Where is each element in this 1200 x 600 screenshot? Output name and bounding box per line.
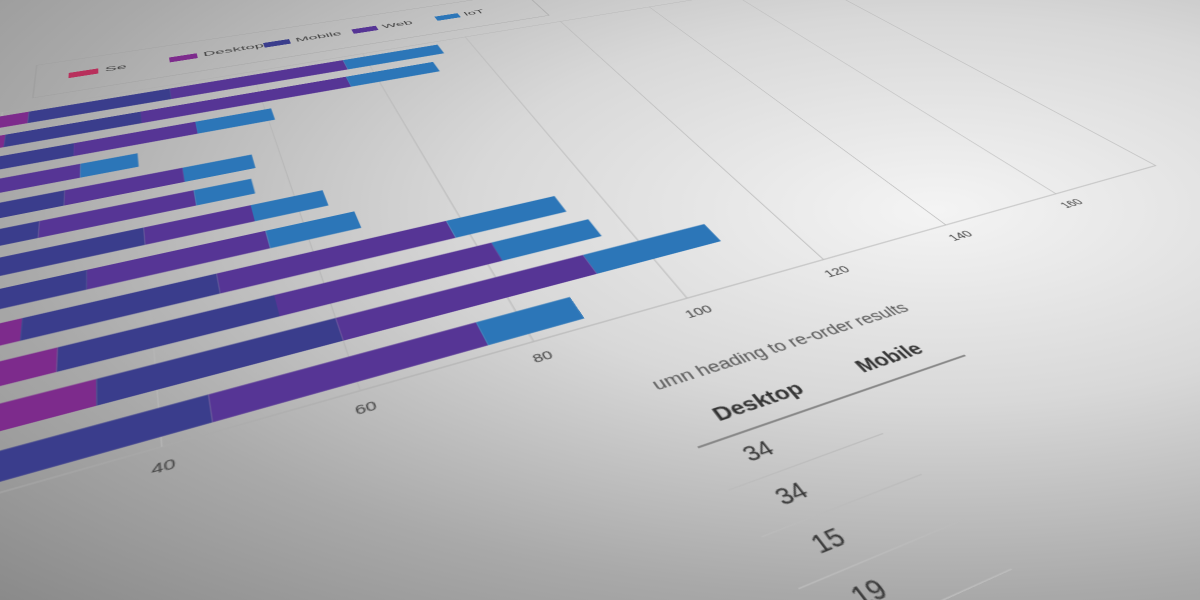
bar-segment <box>143 205 255 245</box>
x-tick-label: 140 <box>945 228 977 242</box>
bar-segment <box>86 230 271 290</box>
legend-label: Web <box>380 19 414 29</box>
grid-line <box>561 21 824 259</box>
x-tick-label: 120 <box>820 264 853 280</box>
bar-segment <box>583 224 721 274</box>
bar-segment <box>475 296 585 346</box>
bar-segment <box>216 220 456 294</box>
legend-swatch <box>434 13 461 21</box>
x-tick-label: 100 <box>681 303 715 321</box>
legend-label: Se <box>105 63 127 73</box>
x-tick-label: 40 <box>151 455 177 478</box>
bar-segment <box>193 178 256 206</box>
bar-segment <box>250 190 329 222</box>
legend-label: Mobile <box>294 30 343 43</box>
bar-segment <box>182 154 256 182</box>
bar-segment <box>0 221 40 263</box>
legend-swatch <box>169 53 198 63</box>
x-tick-label: 80 <box>530 348 556 366</box>
bar-segment <box>80 153 139 178</box>
bar-segment <box>446 196 567 238</box>
legend-swatch <box>351 25 379 34</box>
bar-segment <box>195 108 276 134</box>
x-tick-label: 160 <box>1056 197 1087 210</box>
bar-segment <box>265 211 362 249</box>
legend-swatch <box>68 68 99 79</box>
bar-segment <box>38 190 197 238</box>
grid-line <box>732 0 1056 194</box>
x-tick-label: 60 <box>353 398 379 418</box>
legend-label: IoT <box>461 8 486 17</box>
legend-swatch <box>263 39 291 48</box>
bar-segment <box>491 219 602 261</box>
bar-segment <box>0 227 146 278</box>
grid-line <box>649 7 946 225</box>
legend-label: Desktop <box>202 42 264 58</box>
